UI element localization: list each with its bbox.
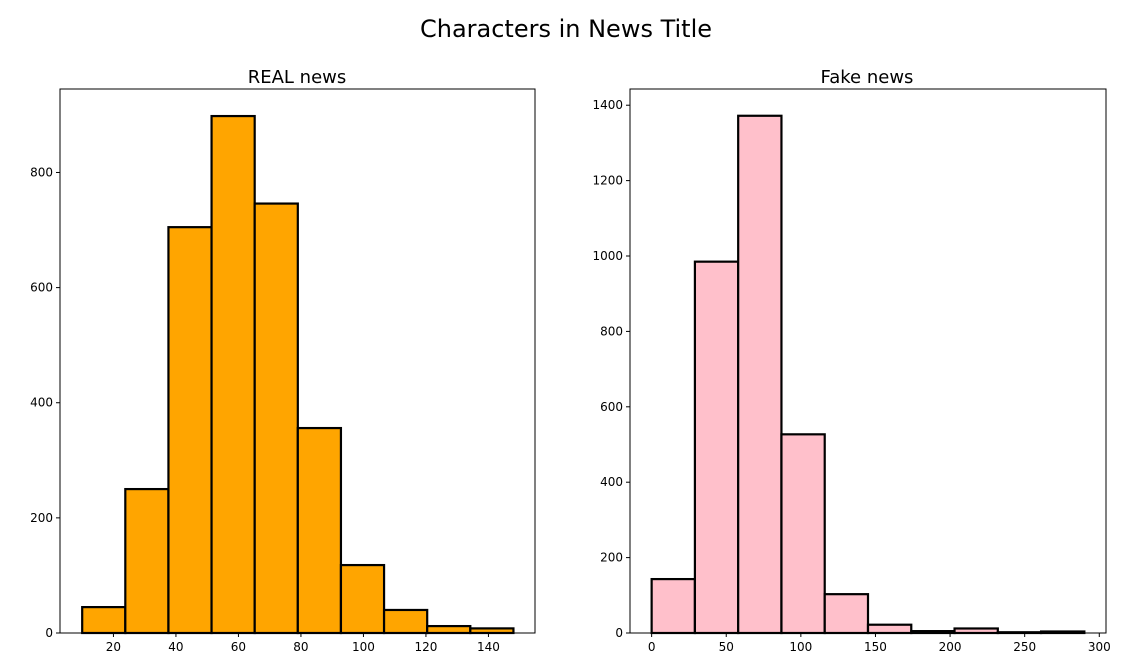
real-news-x-tick-label: 100 xyxy=(352,640,375,654)
real-news-bars xyxy=(81,114,515,635)
real-news-axes-frame xyxy=(59,88,536,634)
real-news-bar xyxy=(124,487,170,635)
fake-news-y-tick-label: 800 xyxy=(600,324,623,338)
real-news-x-tick-label: 20 xyxy=(106,640,121,654)
real-news-bar xyxy=(339,563,386,635)
real-news-x-tick-label: 80 xyxy=(293,640,308,654)
real-news-bar xyxy=(296,426,343,635)
real-news-histogram: REAL news 20 40 60 80 100 120 140 0 200 400 600 80… xyxy=(30,67,536,654)
fake-news-x-tick-label: 0 xyxy=(648,640,656,654)
fake-news-y-tick-label: 200 xyxy=(600,551,623,565)
fake-news-bar xyxy=(866,623,913,635)
real-news-bar xyxy=(382,608,429,635)
real-news-x-tick-label: 40 xyxy=(168,640,183,654)
real-news-x-ticks: 20 40 60 80 100 120 140 xyxy=(106,633,500,654)
fake-news-y-tick-label: 0 xyxy=(615,626,623,640)
real-news-bar xyxy=(81,605,127,635)
real-news-y-tick-label: 600 xyxy=(30,281,53,295)
fake-news-bar xyxy=(953,627,999,635)
fake-news-y-tick-label: 400 xyxy=(600,475,623,489)
fake-news-bars xyxy=(650,114,1086,635)
fake-news-y-tick-label: 1200 xyxy=(592,174,623,188)
real-news-y-tick-label: 200 xyxy=(30,511,53,525)
fake-news-y-tick-label: 1000 xyxy=(592,249,623,263)
real-news-x-tick-label: 60 xyxy=(231,640,246,654)
fake-news-x-tick-label: 50 xyxy=(719,640,734,654)
real-news-bar xyxy=(426,624,472,635)
real-news-bar xyxy=(469,627,515,635)
fake-news-bar xyxy=(780,433,826,635)
fake-news-bar xyxy=(823,593,870,635)
fake-news-x-tick-label: 200 xyxy=(939,640,962,654)
fake-news-axes-frame xyxy=(629,88,1107,634)
fake-news-bar xyxy=(737,114,783,635)
fake-news-x-tick-label: 100 xyxy=(789,640,812,654)
figure-title: Characters in News Title xyxy=(420,15,712,43)
fake-news-title: Fake news xyxy=(821,67,914,88)
fake-news-y-tick-label: 1400 xyxy=(592,98,623,112)
real-news-y-tick-label: 400 xyxy=(30,396,53,410)
fake-news-histogram: Fake news 0 50 100 150 200 250 300 0 200 400 600 8… xyxy=(592,67,1110,654)
real-news-bar xyxy=(210,114,256,635)
fake-news-x-ticks: 0 50 100 150 200 250 300 xyxy=(648,633,1111,654)
real-news-x-tick-label: 140 xyxy=(477,640,500,654)
fake-news-x-tick-label: 250 xyxy=(1013,640,1036,654)
real-news-y-tick-label: 800 xyxy=(30,165,53,179)
real-news-bar xyxy=(167,226,213,635)
fake-news-x-tick-label: 150 xyxy=(864,640,887,654)
real-news-y-ticks: 0 200 400 600 800 xyxy=(30,165,60,640)
real-news-y-tick-label: 0 xyxy=(45,626,53,640)
real-news-bar xyxy=(253,202,299,635)
fake-news-x-tick-label: 300 xyxy=(1088,640,1111,654)
real-news-x-tick-label: 120 xyxy=(414,640,437,654)
fake-news-y-tick-label: 600 xyxy=(600,400,623,414)
fake-news-bar xyxy=(650,577,697,635)
fake-news-bar xyxy=(693,260,740,635)
real-news-title: REAL news xyxy=(248,67,347,88)
fake-news-y-ticks: 0 200 400 600 800 1000 1200 1400 xyxy=(592,98,630,640)
